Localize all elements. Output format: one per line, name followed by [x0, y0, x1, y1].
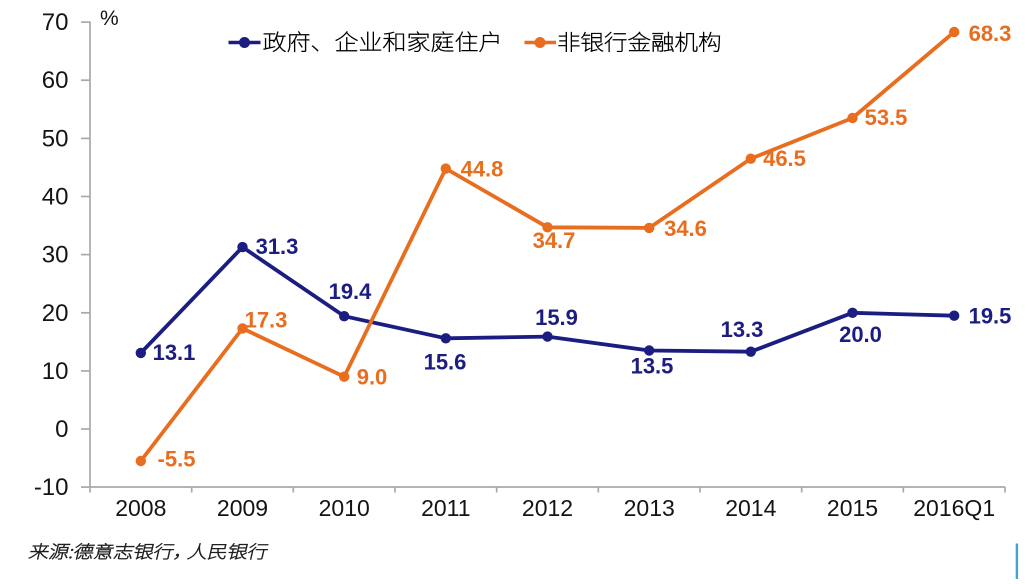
- svg-text:15.9: 15.9: [535, 305, 578, 330]
- svg-text:17.3: 17.3: [245, 308, 288, 333]
- svg-text:0: 0: [55, 416, 68, 443]
- svg-text:%: %: [100, 7, 119, 30]
- svg-text:60: 60: [42, 67, 69, 94]
- svg-text:40: 40: [42, 184, 69, 211]
- svg-text:-5.5: -5.5: [158, 447, 196, 472]
- svg-text:68.3: 68.3: [969, 21, 1012, 46]
- svg-text:50: 50: [42, 125, 69, 152]
- svg-text:30: 30: [42, 242, 69, 269]
- svg-text:2012: 2012: [522, 495, 573, 521]
- svg-text:9.0: 9.0: [357, 365, 388, 390]
- svg-text:31.3: 31.3: [256, 234, 299, 259]
- svg-text:2013: 2013: [624, 495, 675, 521]
- svg-text:13.3: 13.3: [721, 317, 764, 342]
- svg-text:19.4: 19.4: [329, 279, 373, 304]
- svg-text:-10: -10: [34, 474, 69, 501]
- svg-text:2011: 2011: [421, 495, 470, 521]
- svg-text:70: 70: [42, 9, 69, 36]
- svg-text:19.5: 19.5: [969, 304, 1012, 329]
- svg-text:20.0: 20.0: [839, 322, 882, 347]
- svg-text:46.5: 46.5: [763, 146, 806, 171]
- svg-text:2009: 2009: [217, 495, 268, 521]
- svg-text:34.7: 34.7: [533, 228, 576, 253]
- svg-text:34.6: 34.6: [664, 216, 707, 241]
- svg-text:2008: 2008: [115, 495, 166, 521]
- svg-text:2014: 2014: [725, 495, 776, 521]
- svg-text:44.8: 44.8: [461, 157, 504, 182]
- svg-text:53.5: 53.5: [865, 105, 908, 130]
- svg-text:20: 20: [42, 300, 69, 327]
- svg-text:13.5: 13.5: [631, 354, 674, 379]
- svg-text:13.1: 13.1: [153, 340, 196, 365]
- svg-text:15.6: 15.6: [424, 350, 467, 375]
- svg-text:10: 10: [42, 358, 69, 385]
- svg-text:2016Q1: 2016Q1: [913, 495, 995, 521]
- svg-text:2015: 2015: [827, 495, 878, 521]
- svg-text:2010: 2010: [319, 495, 370, 521]
